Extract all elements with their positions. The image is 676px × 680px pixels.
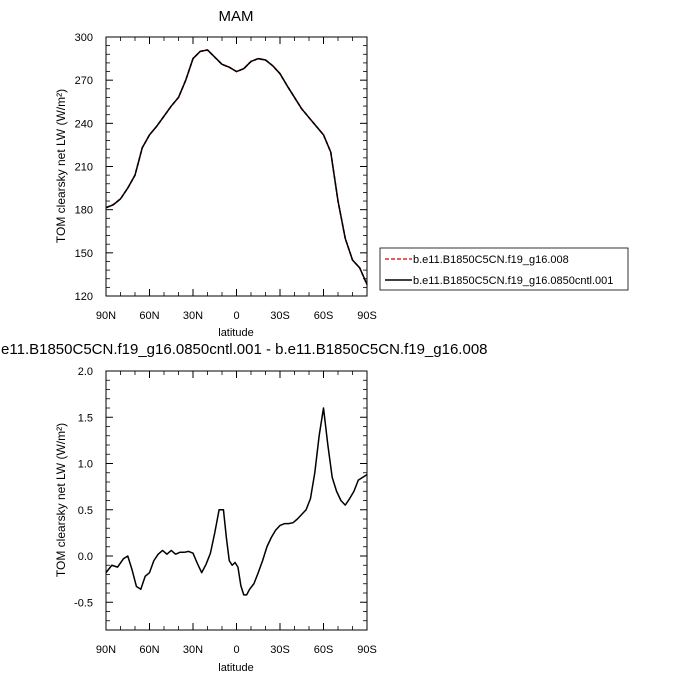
top-x-tick-label: 90N [96,310,116,322]
legend-box [379,247,629,291]
bottom-x-tick-label: 60S [314,644,334,656]
top-y-tick-label: 240 [75,118,93,130]
top-chart-title: MAM [219,8,254,25]
bottom-x-tick-label: 90S [357,644,377,656]
top-x-axis-label: latitude [218,327,253,339]
bottom-x-tick-label: 30N [183,644,203,656]
top-series-line-2 [105,49,368,285]
top-series-line-1 [105,49,368,285]
top-y-tick-label: 180 [75,205,93,217]
bottom-y-tick-label: 2.0 [78,366,93,378]
bottom-x-tick-label: 0 [233,644,239,656]
bottom-y-tick-label: 0.5 [78,505,93,517]
top-y-tick-label: 150 [75,248,93,260]
top-x-tick-label: 30N [183,310,203,322]
bottom-series-line-1 [105,407,368,596]
top-y-tick-label: 210 [75,162,93,174]
bottom-axes: 90N 60N 30N 0 30S 60S 90S -0.5 0.0 0.5 1.0 1.5 2.0 [74,366,377,656]
bottom-series-group [105,407,368,596]
bottom-y-tick-label: 1.0 [78,459,93,471]
bottom-plot-frame [105,370,368,631]
bottom-panel: b.e11.B1850C5CN.f19_g16.0850cntl.001 - b… [0,341,487,674]
bottom-x-tick-label: 90N [96,644,116,656]
legend: b.e11.B1850C5CN.f19_g16.008 b.e11.B1850C… [379,247,629,291]
bottom-y-tick-label: -0.5 [74,597,93,609]
top-x-tick-label: 90S [357,310,377,322]
bottom-y-tick-label: 0.0 [78,551,93,563]
legend-label-1: b.e11.B1850C5CN.f19_g16.008 [413,254,569,266]
top-x-tick-label: 0 [233,310,239,322]
top-x-tick-label: 60S [314,310,334,322]
bottom-chart-title: b.e11.B1850C5CN.f19_g16.0850cntl.001 - b… [0,341,487,358]
top-panel: MAM TOM clearsky net LW (W/m²) latitude … [54,8,377,339]
top-x-tick-label: 60N [139,310,159,322]
top-y-tick-label: 120 [75,291,93,303]
bottom-y-tick-label: 1.5 [78,412,93,424]
top-y-tick-label: 300 [75,32,93,44]
top-axes: 90N 60N 30N 0 30S 60S 90S 120 150 180 210 240 270 300 [75,32,377,322]
legend-label-2: b.e11.B1850C5CN.f19_g16.0850cntl.001 [413,275,613,287]
top-series-group [105,49,368,285]
bottom-x-tick-label: 60N [139,644,159,656]
top-y-tick-label: 270 [75,75,93,87]
bottom-x-tick-label: 30S [270,644,290,656]
bottom-x-axis-label: latitude [218,662,253,674]
top-plot-frame [105,36,368,297]
bottom-y-axis-label: TOM clearsky net LW (W/m²) [54,423,68,577]
top-y-axis-label: TOM clearsky net LW (W/m²) [54,89,68,243]
top-x-tick-label: 30S [270,310,290,322]
